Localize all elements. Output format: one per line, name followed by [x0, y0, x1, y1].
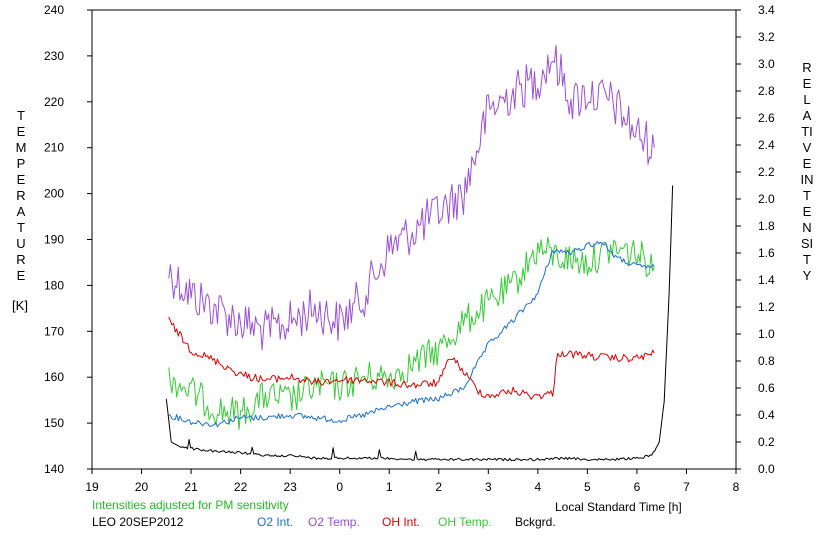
- x-tick-label: 5: [584, 480, 591, 494]
- y-right-tick-label: 1.8: [758, 219, 775, 233]
- y-right-tick-label: 0.2: [758, 435, 775, 449]
- left-axis-label: TEMPERATURE: [15, 108, 27, 283]
- x-tick-label: 0: [336, 480, 343, 494]
- y-left-tick-label: 210: [44, 141, 64, 155]
- x-tick-label: 4: [535, 480, 542, 494]
- series-line-o2-int: [168, 241, 655, 428]
- y-left-tick-label: 200: [44, 187, 64, 201]
- y-right-tick-label: 3.2: [758, 30, 775, 44]
- y-left-tick-label: 140: [44, 462, 64, 476]
- y-left-tick-label: 160: [44, 370, 64, 384]
- x-tick-label: 21: [184, 480, 198, 494]
- right-axis-label: RELATIVE INTENSITY: [800, 60, 814, 283]
- x-tick-label: 3: [485, 480, 492, 494]
- y-left-tick-label: 150: [44, 416, 64, 430]
- series-line-oh-int: [168, 316, 655, 400]
- y-right-tick-label: 2.0: [758, 192, 775, 206]
- x-tick-label: 19: [85, 480, 99, 494]
- y-left-tick-label: 220: [44, 95, 64, 109]
- legend-o2-int: O2 Int.: [257, 515, 294, 529]
- x-tick-label: 22: [234, 480, 248, 494]
- axes: 19 20 21 22 23 0 1 2 3 4 5 6 7 8140150160170180190200…: [44, 3, 775, 494]
- x-tick-label: 8: [733, 480, 740, 494]
- y-right-tick-label: 0.8: [758, 354, 775, 368]
- x-tick-label: 23: [283, 480, 297, 494]
- y-right-tick-label: 1.0: [758, 327, 775, 341]
- station-label: LEO 20SEP2012: [92, 515, 184, 529]
- legend-bckgrd: Bckgrd.: [515, 515, 556, 529]
- x-axis-label: Local Standard Time [h]: [555, 500, 682, 514]
- series-layer: [165, 44, 674, 462]
- legend-o2-temp: O2 Temp.: [308, 515, 360, 529]
- y-right-tick-label: 0.4: [758, 408, 775, 422]
- x-tick-label: 2: [435, 480, 442, 494]
- y-left-tick-label: 230: [44, 49, 64, 63]
- x-tick-label: 7: [683, 480, 690, 494]
- y-left-tick-label: 180: [44, 278, 64, 292]
- series-line-bckgrd: [165, 185, 674, 462]
- x-tick-label: 20: [135, 480, 149, 494]
- y-right-tick-label: 1.2: [758, 300, 775, 314]
- series-line-oh-temp: [168, 236, 655, 430]
- y-right-tick-label: 0.6: [758, 381, 775, 395]
- series-line-o2-temp: [168, 44, 655, 351]
- y-right-tick-label: 1.6: [758, 246, 775, 260]
- left-axis-unit: [K]: [12, 298, 28, 313]
- x-tick-label: 6: [634, 480, 641, 494]
- plot-frame: [91, 9, 737, 470]
- note-text: Intensities adjusted for PM sensitivity: [92, 498, 289, 512]
- y-right-tick-label: 2.2: [758, 165, 775, 179]
- y-right-tick-label: 0.0: [758, 462, 775, 476]
- legend-oh-temp: OH Temp.: [438, 515, 492, 529]
- y-right-tick-label: 3.0: [758, 57, 775, 71]
- y-right-tick-label: 2.8: [758, 84, 775, 98]
- y-right-tick-label: 1.4: [758, 273, 775, 287]
- y-right-tick-label: 2.6: [758, 111, 775, 125]
- y-left-tick-label: 240: [44, 3, 64, 17]
- y-left-tick-label: 190: [44, 233, 64, 247]
- y-right-tick-label: 3.4: [758, 3, 775, 17]
- y-left-tick-label: 170: [44, 324, 64, 338]
- legend-oh-int: OH Int.: [382, 515, 421, 529]
- x-tick-label: 1: [386, 480, 393, 494]
- y-right-tick-label: 2.4: [758, 138, 775, 152]
